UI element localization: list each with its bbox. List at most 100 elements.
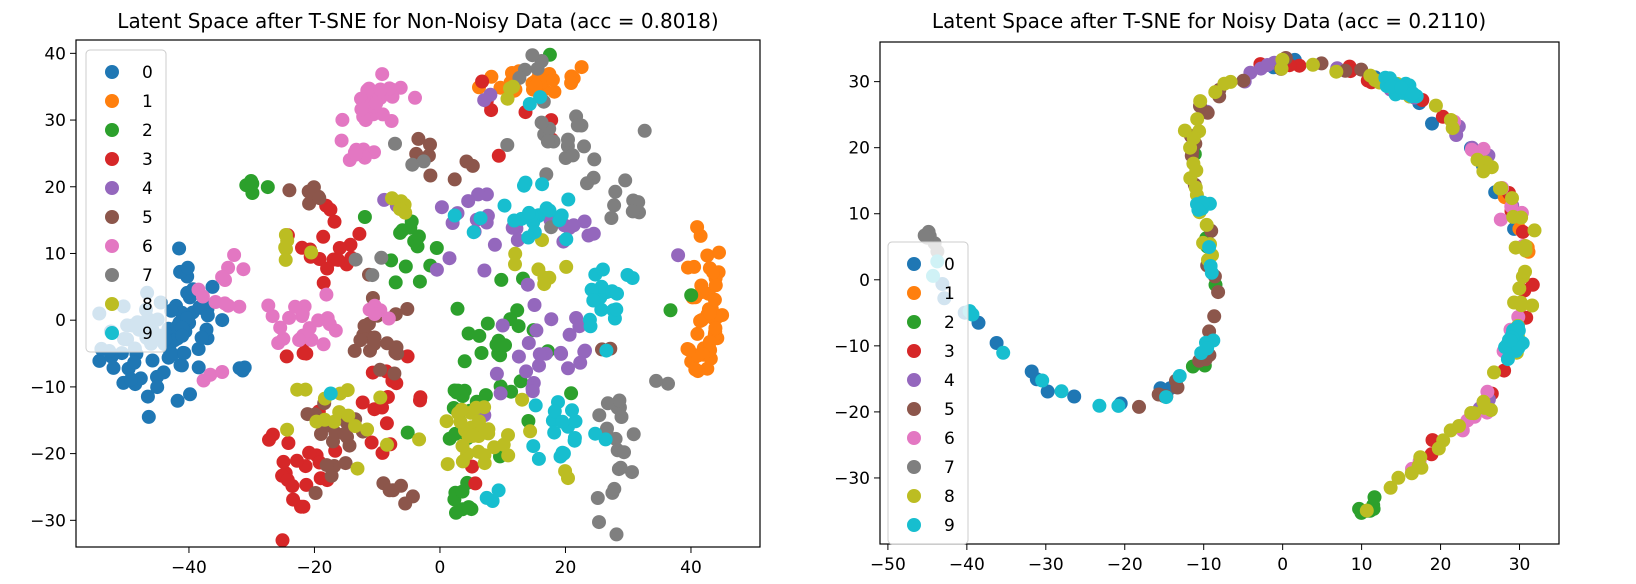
scatter-point (447, 172, 462, 187)
scatter-point (215, 313, 230, 328)
scatter-point (480, 316, 495, 331)
scatter-point (282, 183, 297, 198)
scatter-point (708, 321, 723, 336)
scatter-point (540, 134, 555, 149)
scatter-point (429, 241, 444, 255)
scatter-point (411, 131, 426, 146)
scatter-point (693, 314, 708, 328)
scatter-point (609, 302, 624, 317)
scatter-point (165, 347, 180, 362)
scatter-point (592, 408, 607, 423)
scatter-point (712, 245, 726, 260)
scatter-point (373, 362, 388, 377)
legend-non-noisy: 0 1 2 3 4 5 6 7 8 9 (85, 49, 167, 353)
legend-label: 2 (944, 313, 955, 333)
scatter-point (565, 148, 580, 163)
scatter-point (1191, 202, 1206, 217)
scatter-point (447, 383, 462, 398)
scatter-point (393, 225, 408, 240)
scatter-point (177, 346, 192, 361)
scatter-point (600, 396, 615, 411)
scatter-point (522, 97, 537, 111)
y-tick-label: 10 (44, 244, 66, 264)
scatter-point (354, 102, 369, 117)
scatter-point (442, 251, 457, 266)
scatter-point (398, 496, 413, 511)
x-tick-label: −30 (1028, 555, 1064, 575)
scatter-point (534, 115, 549, 130)
scatter-point (408, 90, 422, 105)
scatter-point (388, 136, 402, 151)
legend-marker (105, 65, 119, 79)
scatter-point (473, 211, 488, 226)
scatter-point (618, 173, 633, 188)
scatter-point (1202, 240, 1217, 255)
scatter-point (1493, 212, 1508, 227)
y-tick-label: −20 (834, 403, 870, 423)
y-tick-label: −20 (30, 445, 66, 465)
plot-frame-non-noisy (75, 39, 761, 548)
scatter-point (567, 433, 582, 448)
scatter-point (501, 428, 515, 443)
legend-label: 5 (142, 208, 153, 228)
scatter-point (498, 338, 512, 353)
scatter-point (681, 260, 695, 275)
scatter-point (387, 366, 402, 381)
scatter-point (595, 262, 610, 277)
scatter-point (610, 286, 624, 301)
scatter-point (394, 478, 408, 493)
scatter-point (355, 395, 370, 410)
scatter-point (195, 289, 210, 304)
scatter-point (434, 200, 449, 215)
x-tick-label: 40 (680, 558, 702, 578)
scatter-point (528, 398, 543, 413)
scatter-point (200, 308, 215, 323)
scatter-point (341, 408, 356, 423)
scatter-point (1503, 333, 1518, 348)
scatter-point (215, 365, 230, 379)
scatter-point (280, 473, 295, 488)
scatter-point (511, 349, 526, 364)
scatter-point (487, 440, 502, 455)
scatter-point (170, 393, 185, 408)
scatter-point (180, 260, 195, 275)
scatter-point (578, 343, 592, 358)
scatter-point (491, 483, 506, 498)
y-tick-label: −10 (834, 337, 870, 357)
scatter-point (1190, 112, 1205, 127)
scatter-point (533, 90, 548, 105)
scatter-point (707, 292, 722, 307)
scatter-point (586, 226, 601, 241)
scatter-point (369, 96, 384, 111)
legend-label: 6 (944, 429, 955, 449)
scatter-point (503, 81, 517, 96)
legend-label: 1 (142, 92, 153, 112)
scatter-point (608, 184, 623, 199)
scatter-point (472, 328, 487, 343)
scatter-point (373, 390, 388, 405)
chart-non-noisy: Latent Space after T-SNE for Non-Noisy D… (30, 9, 761, 578)
scatter-point (690, 326, 705, 341)
legend-label: 0 (944, 255, 955, 275)
scatter-point (637, 123, 652, 138)
legend-label: 0 (142, 63, 153, 83)
scatter-point (312, 191, 327, 206)
scatter-point (461, 194, 476, 209)
scatter-point (1367, 490, 1382, 505)
scatter-point (609, 527, 624, 542)
scatter-point (1505, 191, 1519, 206)
scatter-point (663, 303, 678, 318)
scatter-point (1223, 74, 1238, 89)
scatter-point (288, 299, 303, 314)
scatter-point (461, 500, 476, 515)
scatter-point (343, 237, 358, 252)
scatter-point (281, 436, 296, 450)
scatter-point (1260, 58, 1275, 72)
scatter-point (584, 282, 599, 297)
scatter-point (405, 157, 420, 172)
scatter-point (1035, 373, 1050, 388)
scatter-point (350, 461, 365, 476)
scatter-point (599, 343, 614, 358)
scatter-point (348, 252, 363, 267)
scatter-point (468, 476, 483, 491)
